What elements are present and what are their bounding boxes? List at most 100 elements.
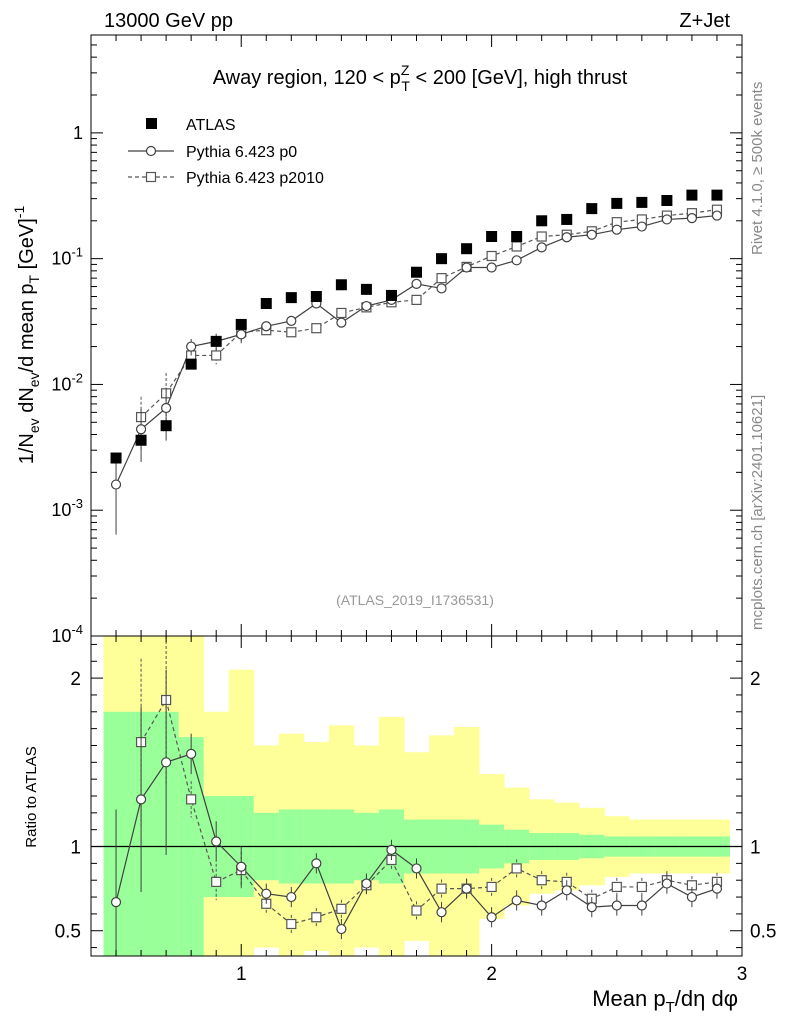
ratio-ytick-label-right: 0.5 [750,922,776,943]
atlas-point [210,335,222,347]
ratio-p0-point [661,878,672,889]
analysis-watermark: (ATLAS_2019_I1736531) [336,592,494,608]
legend-p0-marker [145,145,157,157]
legend-atlas-marker [146,118,157,129]
ratio-p0-point [161,757,172,768]
ratio-p2010-point [311,912,322,923]
p2010-point [336,307,347,319]
atlas-point [461,243,473,255]
ratio-p0-point [636,900,647,911]
atlas-point [360,283,372,295]
atlas-point [260,298,272,310]
ratio-p0-point [236,861,247,872]
atlas-point [586,203,598,215]
p0-point [636,221,647,232]
ratio-p2010-point [336,903,347,914]
ratio-p0-point [586,902,597,913]
ratio-p2010-point [211,876,222,887]
main-ylabel: 1/Nev dNev/d mean pT [GeV]-1 [11,206,42,465]
p0-point [536,242,547,253]
p2010-point [311,323,322,334]
ratio-p0-point [110,897,122,908]
p0-point [511,255,522,266]
main-title: Away region, 120 < pZ T < 200 [GeV], high… [213,62,628,94]
atlas-point [160,420,172,432]
p2010-point [486,250,497,262]
atlas-point [611,197,623,209]
ratio-p2010-point [486,881,497,893]
main-ytick-label: 10-1 [51,245,83,269]
p2010-point [286,327,297,338]
ratio-p2010-point [286,918,297,930]
ratio-p0-point [461,883,472,894]
p0-point [611,224,622,235]
ratio-p0-point [361,878,372,889]
p0-point [586,229,597,240]
main-ticks [91,34,743,637]
ratio-xtick-label: 1 [236,964,247,985]
energy-label: 13000 GeV pp [104,10,233,32]
ratio-p0-point [286,891,297,903]
atlas-point [135,434,147,446]
ratio-p2010-point [511,863,522,874]
ratio-ytick-label-left: 2 [70,669,81,690]
p2010-point [536,231,547,242]
atlas-point [661,194,673,206]
legend-p0-label: Pythia 6.423 p0 [186,144,297,161]
ratio-ytick-label-right: 2 [750,669,761,690]
ratio-p0-point [536,900,547,911]
atlas-point [385,289,397,301]
ratio-p0-point [486,912,497,923]
p0-point [486,262,497,273]
ratio-p2010-point [611,881,622,893]
legend: ATLAS Pythia 6.423 p0 Pythia 6.423 p2010 [128,117,324,187]
ratio-p0-point [411,863,422,874]
ratio-p0-point [511,895,522,906]
ratio-ylabel: Ratio to ATLAS [23,746,40,847]
atlas-point [335,279,347,291]
ratio-p0-point [561,885,572,896]
ratio-p0-point [186,748,197,759]
ratio-xtick-label: 2 [486,964,497,985]
ratio-panel: 0.5 0.5 1 1 2 2 1 2 3 Ratio to ATLAS Mean pT/dη … [23,635,776,1016]
p2010-point [411,294,422,306]
ratio-p0-point [711,883,723,894]
legend-p2010-label: Pythia 6.423 p2010 [186,170,324,187]
ratio-ytick-label-left: 0.5 [55,922,81,943]
process-label: Z+Jet [679,10,730,32]
ratio-ytick-label-right: 1 [750,838,761,859]
ratio-xlabel: Mean pT/dη dφ [592,986,738,1016]
p0-point [661,214,672,225]
ratio-p0-point [311,858,322,869]
main-ytick-label: 10-4 [51,622,83,646]
atlas-point [185,358,197,370]
atlas-point [411,266,422,278]
p0-point [236,329,247,340]
atlas-point [711,189,723,201]
atlas-point [636,196,648,208]
atlas-point [235,318,247,330]
ratio-p2010-point [436,883,447,894]
ratio-p2010-point [186,794,197,805]
main-ytick-label: 10-3 [51,496,83,520]
p0-point [461,262,472,273]
p0-point [711,210,723,221]
p0-point [411,278,422,289]
atlas-point [310,291,322,303]
p0-point [186,341,197,352]
main-ytick-labels: 10-4 10-3 10-2 10-1 1 [51,123,83,646]
rivet-label: Rivet 4.1.0, ≥ 500k events [749,82,766,255]
ratio-p0-point [336,923,347,935]
atlas-point [561,213,573,225]
main-ytick-label: 10-2 [51,370,83,394]
main-ytick-label: 1 [73,123,83,143]
ratio-p0-point [611,900,622,911]
ratio-p0-point [386,844,397,855]
p0-point [161,402,172,414]
atlas-point [536,215,548,227]
ratio-p0-point [211,836,222,847]
p0-point [436,283,447,294]
ratio-ytick-label-left: 1 [70,838,81,859]
p0-point [361,300,372,312]
legend-entry-atlas: ATLAS [146,117,236,134]
